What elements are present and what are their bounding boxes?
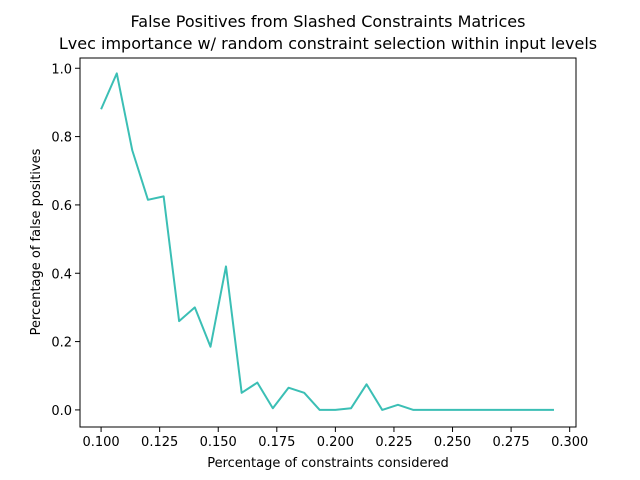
x-tick-label: 0.150 — [200, 435, 237, 450]
x-tick-label: 0.100 — [82, 435, 119, 450]
y-tick-label: 0.2 — [51, 336, 72, 351]
series-line — [100, 72, 554, 411]
x-axis: 0.100 0.125 0.150 0.175 0.200 0.225 0.250 0.275… — [82, 427, 588, 450]
x-tick-label: 0.175 — [258, 435, 295, 450]
x-tick-label: 0.250 — [434, 435, 471, 450]
x-axis-label: Percentage of constraints considered — [207, 456, 449, 471]
y-tick-label: 0.4 — [51, 267, 72, 282]
y-tick-label: 0.6 — [51, 199, 72, 214]
x-tick-label: 0.275 — [492, 435, 529, 450]
chart-title-line1: False Positives from Slashed Constraints… — [131, 12, 526, 31]
x-tick-label: 0.200 — [317, 435, 354, 450]
y-tick-label: 1.0 — [51, 62, 72, 77]
x-tick-label: 0.225 — [375, 435, 412, 450]
y-tick-label: 0.8 — [51, 131, 72, 146]
y-axis: 0.0 0.2 0.4 0.6 0.8 1.0 — [51, 62, 80, 419]
series-group — [100, 72, 554, 411]
x-tick-label: 0.125 — [141, 435, 178, 450]
plot-frame — [79, 57, 577, 428]
x-tick-label: 0.300 — [551, 435, 588, 450]
y-tick-label: 0.0 — [51, 404, 72, 419]
y-axis-label: Percentage of false positives — [29, 148, 44, 335]
chart-title-line2: Lvec importance w/ random constraint sel… — [59, 34, 597, 53]
